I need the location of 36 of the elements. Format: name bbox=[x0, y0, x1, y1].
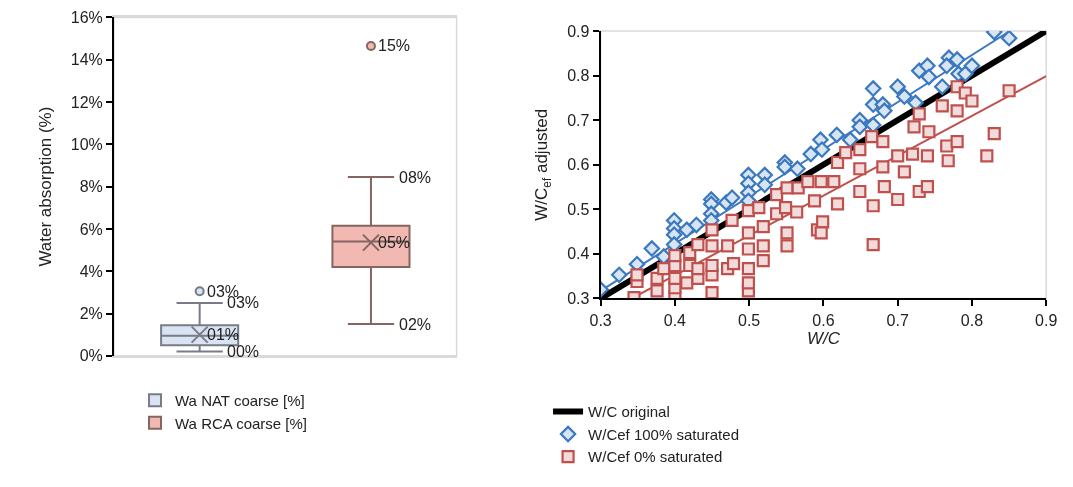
y-tick-label: 0.3 bbox=[567, 290, 590, 308]
x-tick-label: 0.9 bbox=[1035, 311, 1058, 329]
x-tick-label: 0.4 bbox=[663, 311, 687, 329]
annotation: 02% bbox=[399, 316, 432, 333]
legend-label: W/C original bbox=[588, 403, 670, 421]
y-axis-title: Water absorption (%) bbox=[35, 106, 55, 267]
x-tick-label: 0.5 bbox=[738, 311, 761, 329]
legend-label: W/Cef 100% saturated bbox=[588, 425, 739, 443]
x-tick-label: 0.8 bbox=[960, 311, 984, 329]
legend-label: Wa NAT coarse [%] bbox=[175, 392, 305, 410]
y-tick-label: 8% bbox=[79, 178, 103, 196]
x-tick-label: 0.7 bbox=[886, 311, 909, 329]
y-tick-label: 12% bbox=[70, 93, 103, 111]
y-tick-label: 0.6 bbox=[567, 156, 590, 174]
x-tick-label: 0.6 bbox=[812, 311, 835, 329]
legend-label: Wa RCA coarse [%] bbox=[175, 414, 307, 432]
annotation: 15% bbox=[378, 37, 411, 54]
y-tick-label: 0.9 bbox=[567, 22, 590, 40]
y-tick-label: 0% bbox=[79, 347, 103, 365]
y-tick-label: 14% bbox=[70, 51, 103, 69]
annotation: 08% bbox=[399, 169, 432, 186]
annotation: 01% bbox=[207, 326, 240, 343]
y-tick-label: 0.7 bbox=[567, 111, 590, 129]
x-axis-title: W/C bbox=[806, 328, 841, 348]
y-tick-label: 0.5 bbox=[567, 200, 590, 218]
y-tick-label: 6% bbox=[79, 220, 103, 238]
annotation: 05% bbox=[378, 234, 411, 251]
y-tick-label: 4% bbox=[79, 262, 103, 280]
y-tick-label: 0.8 bbox=[567, 67, 590, 85]
x-tick-label: 0.3 bbox=[589, 311, 612, 329]
y-tick-label: 2% bbox=[79, 305, 103, 323]
annotation: 00% bbox=[227, 343, 260, 360]
y-tick-label: 0.4 bbox=[567, 245, 590, 263]
y-tick-label: 16% bbox=[70, 9, 103, 26]
legend-label: W/Cef 0% saturated bbox=[588, 448, 723, 466]
y-tick-label: 10% bbox=[70, 135, 103, 153]
